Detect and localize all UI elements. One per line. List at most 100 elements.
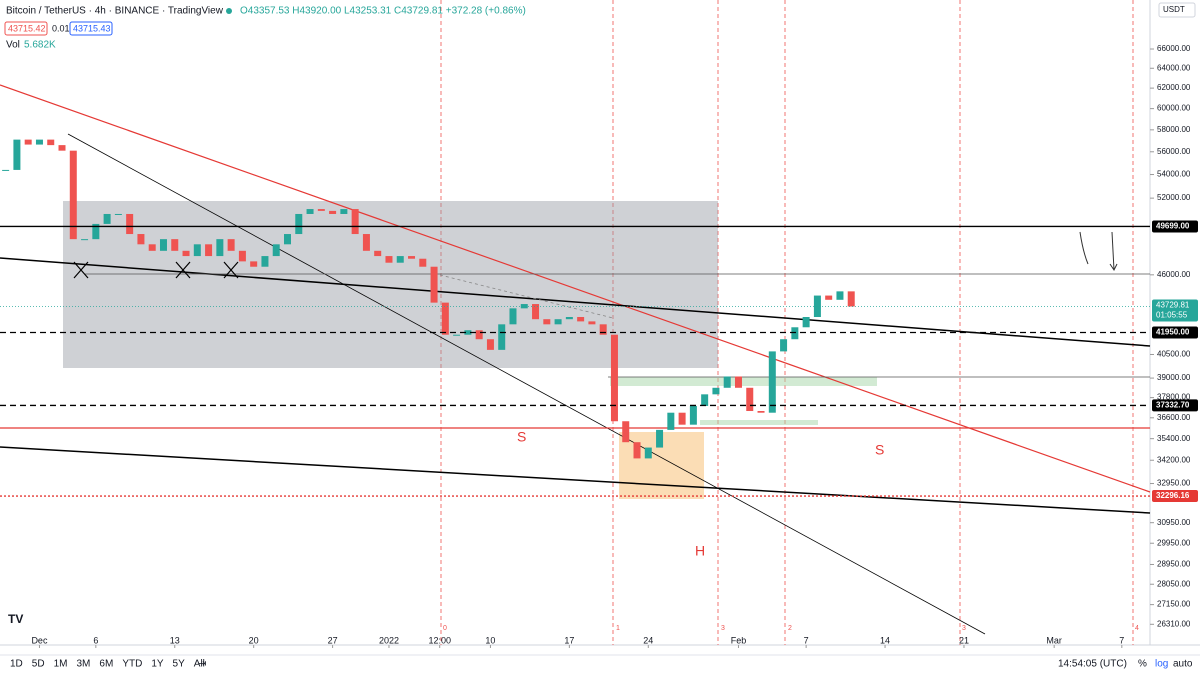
price-tag-label: 49699.00 [1156, 222, 1190, 231]
range-button[interactable]: 1D [10, 659, 23, 670]
trend-line [67, 133, 986, 635]
candle [272, 244, 280, 257]
support-zone [700, 420, 818, 425]
candle [205, 244, 213, 257]
annotation: H [695, 543, 705, 559]
trend-line [0, 84, 1151, 493]
y-tick-label: 46000.00 [1157, 270, 1191, 279]
candle [329, 210, 337, 214]
candle [712, 387, 720, 395]
ask: 43715.43 [73, 23, 111, 33]
ask-box[interactable] [69, 21, 113, 36]
candle [768, 351, 776, 413]
range-button[interactable]: 5D [32, 659, 45, 670]
range-button[interactable]: 3M [77, 659, 91, 670]
trend-line [0, 446, 1151, 514]
candle [565, 317, 573, 320]
range-button[interactable]: 5Y [173, 659, 186, 670]
candle [825, 295, 833, 300]
y-tick-label: 29950.00 [1157, 538, 1191, 547]
bid-box[interactable] [4, 21, 48, 36]
candle [464, 330, 472, 335]
bottom-toolbar: 14:54:05 (UTC) % log auto ⇥ 1D 5D 1M 3M 6M YT… [10, 659, 1193, 670]
cycle-label: 2 [788, 625, 792, 632]
candle [193, 244, 201, 257]
x-tick-label: 12:00 [428, 635, 451, 645]
percent-toggle[interactable]: % [1138, 659, 1147, 670]
candle [261, 256, 269, 267]
y-tick-label: 37800.00 [1157, 393, 1191, 402]
candle [486, 339, 494, 350]
auto-toggle[interactable]: auto [1173, 659, 1193, 670]
x-tick-label: 2022 [379, 635, 399, 645]
candle [362, 234, 370, 251]
candle [250, 261, 258, 267]
candle [667, 412, 675, 430]
arrows [1079, 231, 1118, 271]
candle [543, 319, 551, 325]
cross [73, 261, 239, 279]
candle [374, 250, 382, 257]
vol-value: 5.682K [24, 40, 56, 51]
candle [69, 150, 77, 240]
candle [58, 145, 66, 151]
candle [734, 376, 742, 388]
candles [2, 139, 855, 459]
candle [284, 234, 291, 245]
candle [701, 394, 709, 406]
candle [216, 239, 224, 257]
log-toggle[interactable]: log [1155, 659, 1168, 670]
candle [24, 139, 32, 145]
candle [81, 239, 89, 241]
candle [633, 442, 641, 459]
candle [498, 324, 506, 350]
bid: 43715.42 [8, 23, 46, 33]
y-tick-label: 56000.00 [1157, 147, 1191, 156]
y-tick-label: 58000.00 [1157, 125, 1191, 134]
cycle-label: 1 [616, 625, 620, 632]
candle [103, 213, 111, 224]
y-tick-label: 30950.00 [1157, 518, 1191, 527]
range-button[interactable]: 6M [99, 659, 113, 670]
candle [836, 291, 844, 300]
candle [114, 213, 122, 215]
y-tick-label: 52000.00 [1157, 193, 1191, 202]
candle [92, 223, 100, 240]
candle [610, 334, 618, 422]
annotation: S [517, 429, 526, 445]
last-price-tag [1152, 299, 1198, 322]
range-button[interactable]: 1M [54, 659, 68, 670]
trend-line [0, 257, 1151, 347]
cycle-label: 3 [721, 625, 725, 632]
cycle-label: 3 [962, 625, 966, 632]
range-button[interactable]: All [194, 659, 205, 670]
y-tick-label: 27150.00 [1157, 600, 1191, 609]
y-tick-label: 66000.00 [1157, 44, 1191, 53]
candle [475, 330, 483, 340]
price-lines [0, 225, 1150, 497]
cycle-lines [440, 0, 1134, 645]
candle [780, 339, 788, 352]
candle [385, 256, 393, 263]
range-button[interactable]: 1Y [151, 659, 164, 670]
y-tick-label: 62000.00 [1157, 83, 1191, 92]
y-tick-label: 34200.00 [1157, 455, 1191, 464]
plot-area: S S H 0 1 3 2 3 4 [0, 0, 1151, 645]
range-button[interactable]: YTD [122, 659, 142, 670]
candle [453, 334, 461, 336]
currency-select[interactable] [1158, 2, 1196, 18]
y-tick-label: 35400.00 [1157, 434, 1191, 443]
candle [577, 317, 585, 322]
price-tag-label: 37332.70 [1156, 401, 1190, 410]
x-tick-label: 24 [643, 635, 653, 645]
y-tick-label: 60000.00 [1157, 104, 1191, 113]
logo-mark: TV [8, 612, 23, 626]
candle [340, 209, 348, 214]
date-range-button[interactable]: ⇥ [198, 659, 206, 670]
status-dot [226, 8, 232, 14]
cycle-label: 0 [443, 625, 447, 632]
cycle-labels: 0 1 3 2 3 4 [443, 625, 1139, 632]
candle [317, 209, 325, 211]
price-tag [1152, 490, 1198, 503]
